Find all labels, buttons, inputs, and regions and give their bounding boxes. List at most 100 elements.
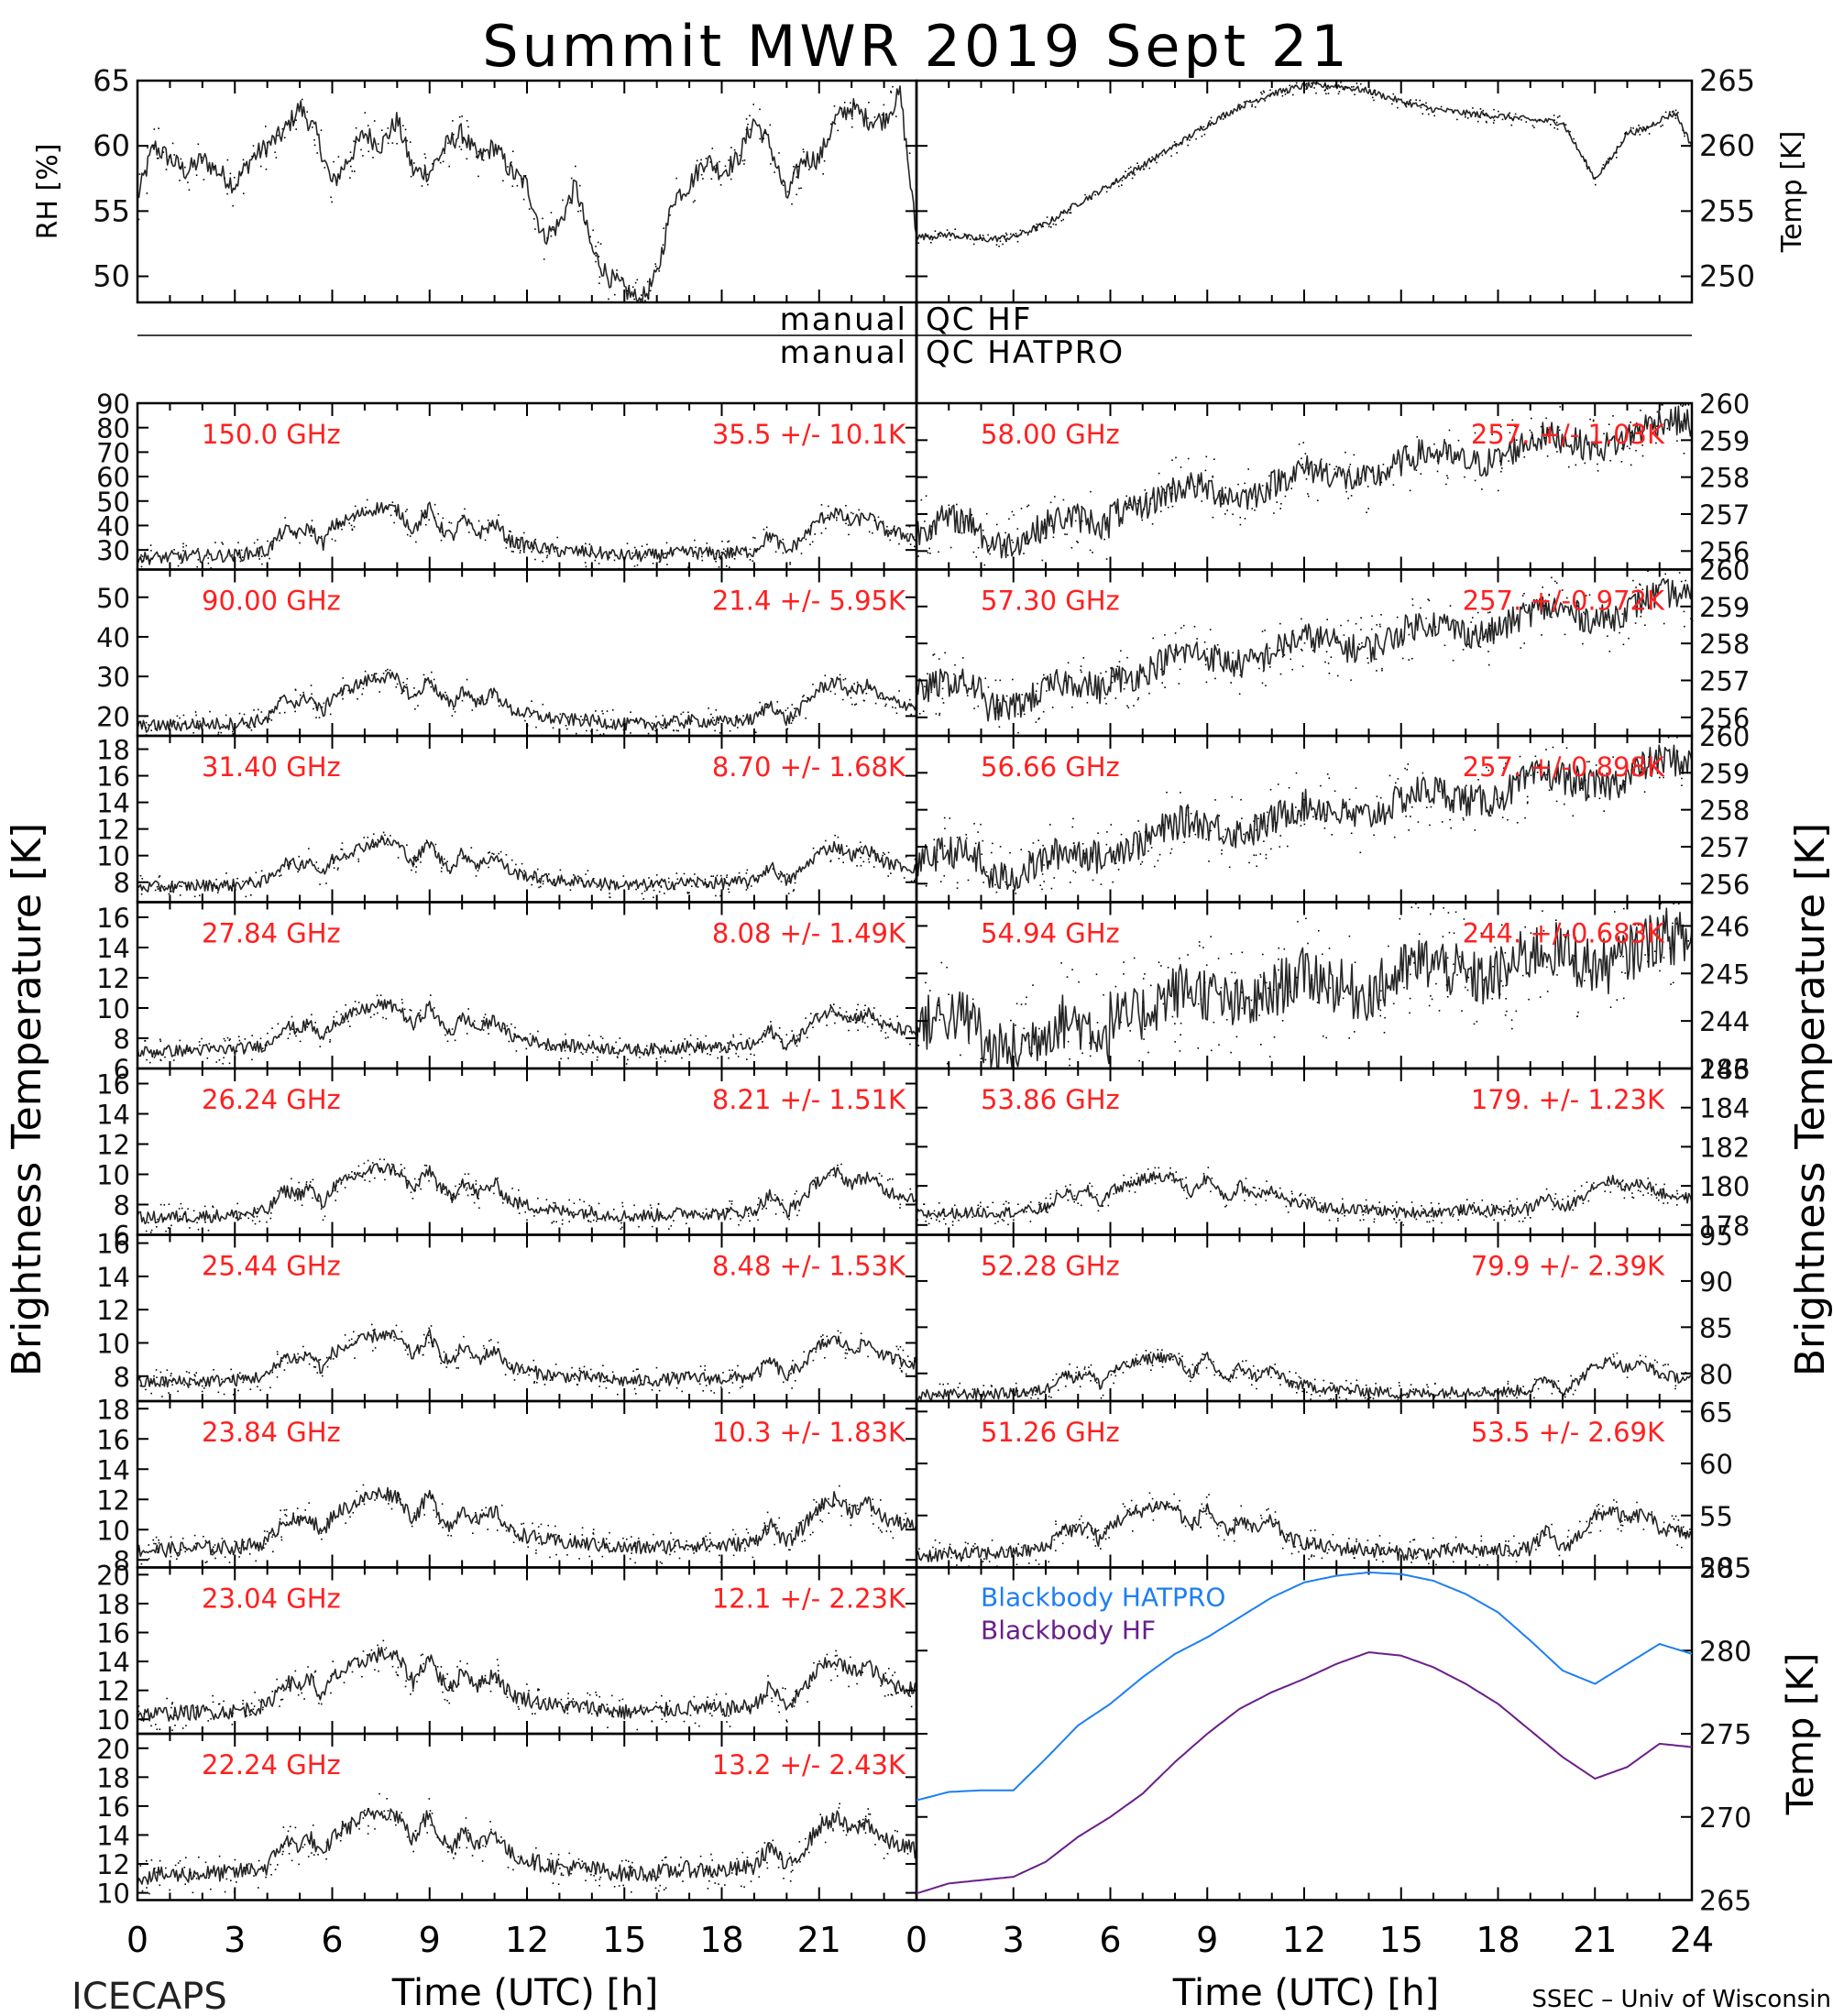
temp-point — [998, 246, 1000, 247]
rh-point — [715, 164, 717, 167]
channel-point — [770, 1200, 772, 1202]
channel-point — [1244, 482, 1246, 485]
channel-point — [850, 696, 852, 699]
channel-point — [1396, 457, 1399, 460]
channel-point — [1194, 833, 1197, 836]
channel-point — [1462, 649, 1465, 651]
temp-point — [1356, 82, 1358, 84]
channel-point — [789, 1549, 791, 1551]
temp-point — [1327, 84, 1329, 87]
channel-point — [542, 882, 544, 885]
channel-point — [1200, 998, 1202, 1001]
channel-point — [512, 1541, 515, 1543]
channel-point — [746, 869, 749, 871]
channel-point — [1267, 987, 1269, 990]
channel-point — [1041, 559, 1044, 562]
channel-point — [788, 1852, 791, 1855]
channel-point — [812, 1531, 814, 1534]
channel-point — [879, 1014, 882, 1017]
channel-point — [956, 837, 959, 838]
channel-point — [321, 1204, 323, 1207]
channel-ytick-label: 18 — [96, 735, 130, 766]
channel-point — [284, 1514, 286, 1516]
channel-point — [1564, 803, 1565, 805]
channel-point — [848, 1348, 851, 1350]
channel-point — [404, 1349, 407, 1352]
channel-point — [876, 1178, 878, 1180]
channel-point — [442, 517, 445, 520]
channel-point — [413, 687, 415, 689]
channel-point — [246, 725, 248, 727]
channel-point — [246, 1715, 247, 1717]
rh-point — [592, 229, 594, 232]
channel-point — [512, 1868, 514, 1871]
channel-point — [414, 708, 416, 710]
channel-point — [314, 1022, 316, 1024]
channel-point — [1360, 617, 1362, 619]
channel-point — [894, 525, 895, 528]
channel-point — [1290, 991, 1291, 993]
channel-ytick-label: 14 — [96, 933, 130, 964]
channel-point — [231, 888, 233, 890]
channel-point — [866, 1025, 869, 1028]
rh-point — [391, 142, 394, 144]
channel-point — [1212, 475, 1213, 477]
temp-point — [967, 235, 969, 236]
channel-point — [1479, 637, 1481, 640]
channel-point — [598, 1695, 600, 1698]
channel-point — [1239, 674, 1242, 676]
channel-point — [298, 1516, 300, 1518]
channel-point — [617, 1393, 619, 1396]
channel-point — [899, 1203, 902, 1206]
rh-point — [730, 147, 732, 148]
rh-point — [477, 175, 479, 178]
channel-point — [1379, 625, 1381, 628]
channel-point — [325, 1031, 328, 1034]
channel-point — [627, 1058, 629, 1061]
rh-point — [203, 179, 205, 181]
channel-point — [1241, 817, 1243, 819]
channel-point — [179, 1218, 181, 1221]
channel-point — [377, 1658, 379, 1660]
channel-point — [1261, 630, 1264, 632]
channel-point — [763, 528, 765, 531]
channel-point — [1295, 772, 1298, 774]
channel-point — [1248, 861, 1250, 864]
channel-point — [1600, 785, 1602, 788]
channel-point — [845, 505, 847, 507]
channel-point — [354, 1001, 357, 1003]
channel-point — [319, 883, 321, 885]
channel-point — [430, 1336, 432, 1339]
channel-point — [1311, 979, 1313, 981]
channel-point — [287, 1189, 289, 1191]
channel-point — [1253, 820, 1255, 822]
channel-point — [521, 1697, 523, 1700]
channel-point — [613, 559, 616, 562]
channel-point — [807, 1701, 808, 1703]
channel-point — [518, 1212, 521, 1214]
channel-point — [305, 1183, 308, 1186]
channel-point — [291, 1859, 293, 1862]
channel-point — [792, 890, 795, 893]
channel-point — [731, 1542, 733, 1544]
rh-point — [730, 178, 732, 181]
channel-point — [1476, 611, 1479, 614]
channel-point — [590, 1713, 593, 1715]
channel-point — [341, 842, 344, 844]
channel-point — [497, 1348, 499, 1351]
channel-point — [910, 880, 913, 882]
channel-point — [1278, 650, 1279, 652]
channel-point — [242, 1699, 244, 1702]
channel-point — [407, 526, 410, 528]
channel-point — [567, 1693, 569, 1694]
channel-point — [1454, 619, 1456, 622]
channel-point — [1473, 1023, 1476, 1025]
channel-point — [999, 846, 1002, 848]
channel-point — [1250, 999, 1253, 1002]
channel-point — [395, 1824, 397, 1826]
channel-point — [1684, 625, 1685, 628]
rh-point — [700, 159, 702, 161]
channel-point — [1481, 488, 1483, 490]
channel-point — [668, 881, 670, 883]
channel-ytick-label: 258 — [1699, 795, 1750, 827]
